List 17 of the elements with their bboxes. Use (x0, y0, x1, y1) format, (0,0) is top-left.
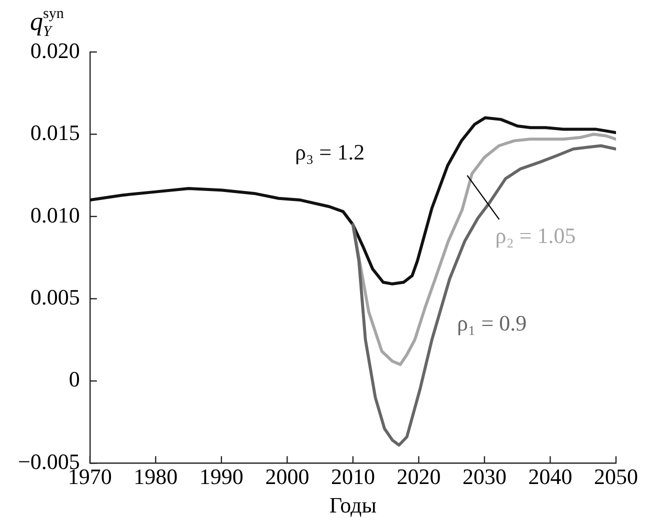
x-tick-label: 2020 (396, 464, 441, 490)
x-tick-label: 2030 (462, 464, 506, 490)
y-tick-label: 0.020 (30, 38, 80, 63)
y-tick-label: 0 (68, 366, 80, 392)
x-axis-title: Годы (329, 492, 377, 518)
x-tick-label: 2040 (528, 464, 572, 490)
x-tick-label: 2050 (594, 464, 638, 490)
y-tick-label: 0.015 (30, 120, 80, 146)
series-label: ρ₁ = 0.9 (457, 310, 527, 336)
x-tick-label: 2010 (330, 464, 375, 490)
series-label: ρ₃ = 1.2 (295, 139, 365, 164)
series-label: ρ₂ = 1.05 (495, 223, 576, 248)
x-tick-label: 1980 (134, 464, 178, 490)
y-tick-label: 0.005 (30, 284, 80, 310)
y-tick-label: 0.010 (30, 202, 80, 228)
x-tick-label: 2000 (265, 464, 310, 490)
x-tick-label: 1990 (199, 464, 244, 490)
